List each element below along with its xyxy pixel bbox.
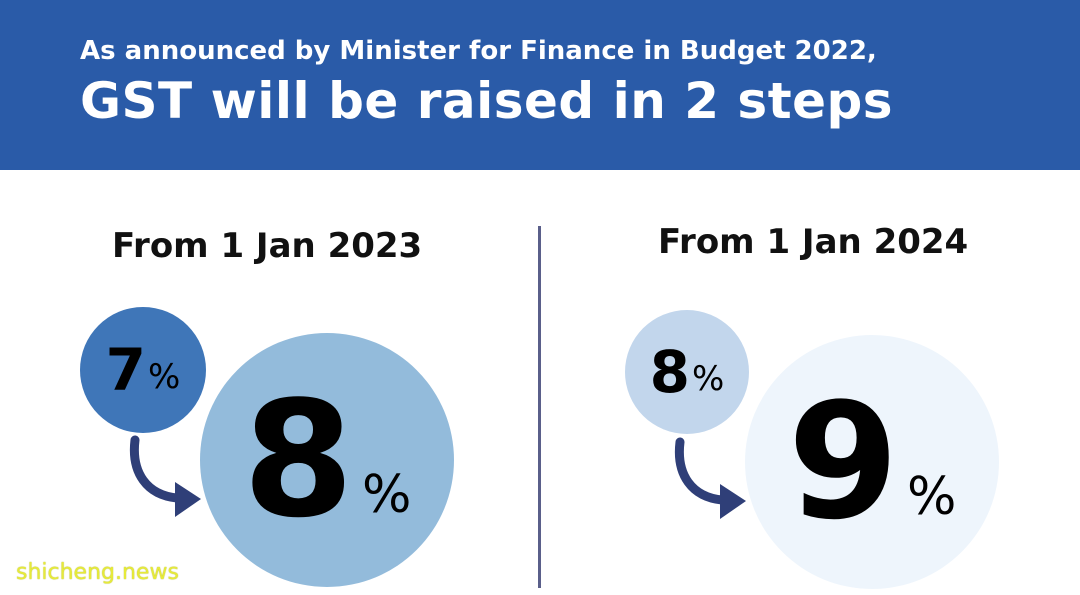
step-2-new-rate-value: 9 [787, 368, 899, 555]
step-2-date-label: From 1 Jan 2024 [658, 222, 969, 262]
step-1-new-rate-value: 8 [242, 366, 354, 553]
watermark-text: shicheng.news [16, 560, 179, 585]
step-2-new-rate-circle: 9 % [745, 335, 999, 589]
step-2-old-rate-percent: % [692, 359, 725, 399]
step-2-old-rate-circle: 8 % [625, 310, 749, 434]
step-2-curved-arrow-icon [674, 437, 746, 519]
column-divider [538, 226, 541, 588]
header-subtitle: As announced by Minister for Finance in … [80, 36, 877, 66]
step-1-new-rate-circle: 8 % [200, 333, 454, 587]
step-1-date-label: From 1 Jan 2023 [112, 226, 423, 266]
header-title: GST will be raised in 2 steps [80, 72, 894, 130]
header-banner: As announced by Minister for Finance in … [0, 0, 1080, 170]
step-1-new-rate-percent: % [361, 465, 412, 525]
step-2-new-rate-percent: % [906, 467, 957, 527]
step-1-old-rate-circle: 7 % [80, 307, 206, 433]
step-1-old-rate-percent: % [148, 357, 181, 397]
step-1-old-rate-value: 7 [105, 336, 147, 404]
step-2-old-rate-value: 8 [649, 338, 691, 406]
step-1-curved-arrow-icon [129, 435, 201, 517]
